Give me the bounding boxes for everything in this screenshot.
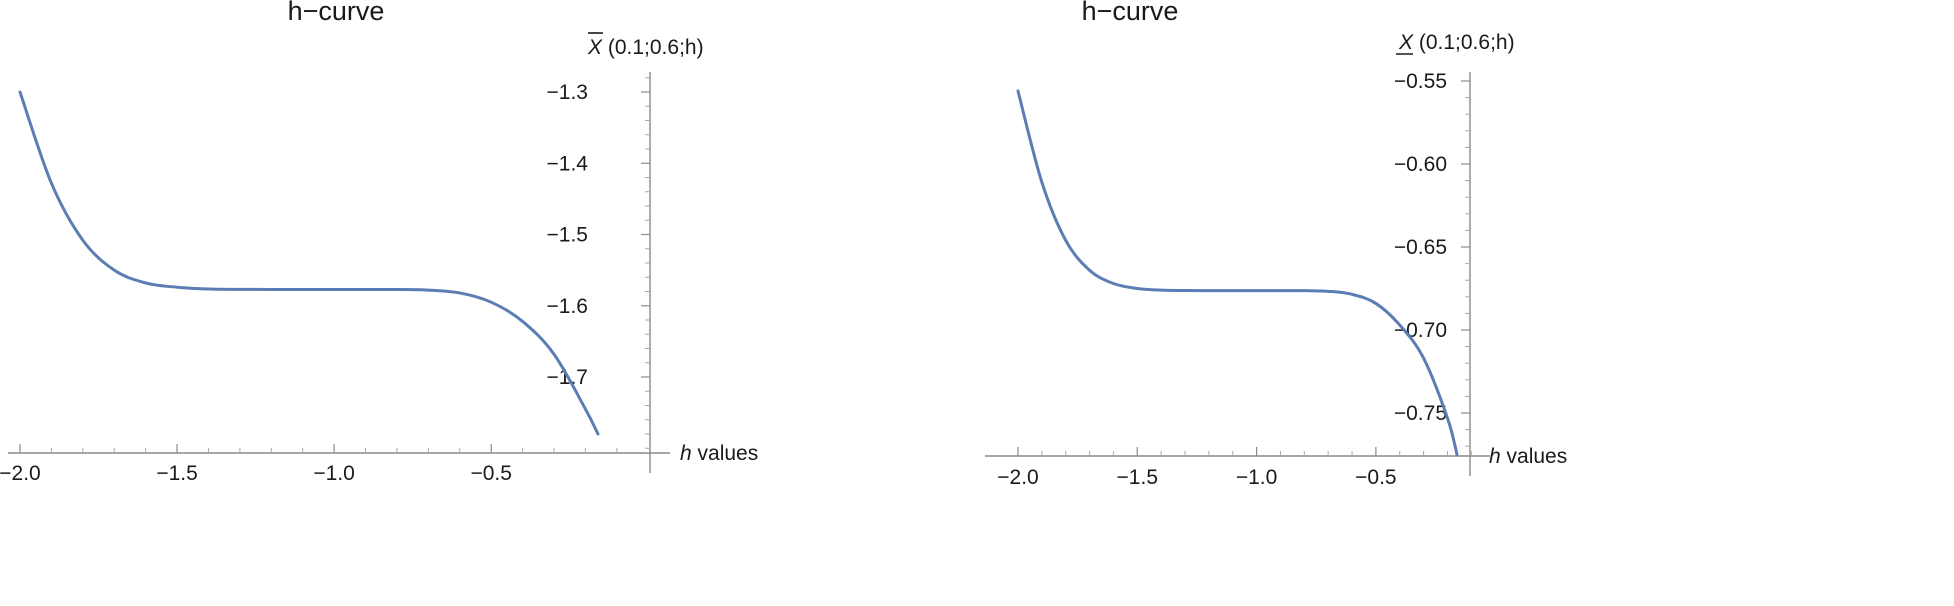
x-tick-label: −1.0 (313, 462, 354, 485)
series-line-0 (1016, 89, 1459, 456)
y-axis-label: X (0.1;0.6;h) (587, 32, 704, 59)
chart-left: h−curve X (0.1;0.6;h) h values −2.0 −1.5 −… (0, 0, 758, 485)
y-tick-label: −1.4 (547, 152, 589, 175)
y-tick-label: −1.5 (547, 224, 588, 247)
x-axis-var: h (680, 442, 692, 465)
chart-right: h−curve X (0.1;0.6;h) h values −2.0 −1.5−… (985, 0, 1567, 489)
y-tick-label: −1.6 (547, 295, 588, 318)
y-tick-label: −0.55 (1394, 70, 1447, 93)
y-axis-label: X (0.1;0.6;h) (1396, 31, 1515, 55)
x-tick-label: −0.5 (1355, 466, 1396, 489)
x-tick-label: −1.5 (1117, 466, 1158, 489)
svg-text:X (0.1;0.6;h): X (0.1;0.6;h) (1398, 31, 1515, 54)
chart-title: h−curve (1082, 0, 1179, 26)
y-axis-args: (0.1;0.6;h) (1413, 31, 1515, 54)
x-tick-label: −1.5 (156, 462, 197, 485)
y-tick-label: −1.3 (547, 81, 588, 104)
y-tick-label: −0.70 (1394, 319, 1447, 342)
chart-title: h−curve (288, 0, 385, 26)
x-axis-label: h values (1489, 445, 1567, 468)
x-tick-label: −2.0 (997, 466, 1038, 489)
x-axis-rest: values (692, 442, 759, 465)
x-tick-label: −2.0 (0, 462, 41, 485)
svg-text:h values: h values (1489, 445, 1567, 468)
x-tick-label: −0.5 (470, 462, 511, 485)
y-tick-label: −0.65 (1394, 236, 1447, 259)
x-axis-label: h values (680, 442, 758, 465)
plot-area: −2.0 −1.5 −1.0 −0.5−1.3−1.4−1.5−1.6−1.7 (0, 72, 670, 485)
y-tick-label: −0.60 (1394, 153, 1447, 176)
svg-text:h values: h values (680, 442, 758, 465)
y-tick-label: −0.75 (1394, 402, 1447, 425)
svg-text:X (0.1;0.6;h): X (0.1;0.6;h) (587, 36, 704, 59)
x-tick-label: −1.0 (1236, 466, 1277, 489)
y-axis-symbol: X (1398, 31, 1414, 54)
x-axis-rest: values (1501, 445, 1568, 468)
y-axis-symbol: X (587, 36, 603, 59)
x-axis-var: h (1489, 445, 1501, 468)
plot-area: −2.0 −1.5 −1.0 −0.5 −0.55 −0.60 −0.65 −0.70 −0.7… (985, 70, 1490, 489)
series-line-0 (18, 90, 600, 436)
y-axis-args: (0.1;0.6;h) (602, 36, 704, 59)
